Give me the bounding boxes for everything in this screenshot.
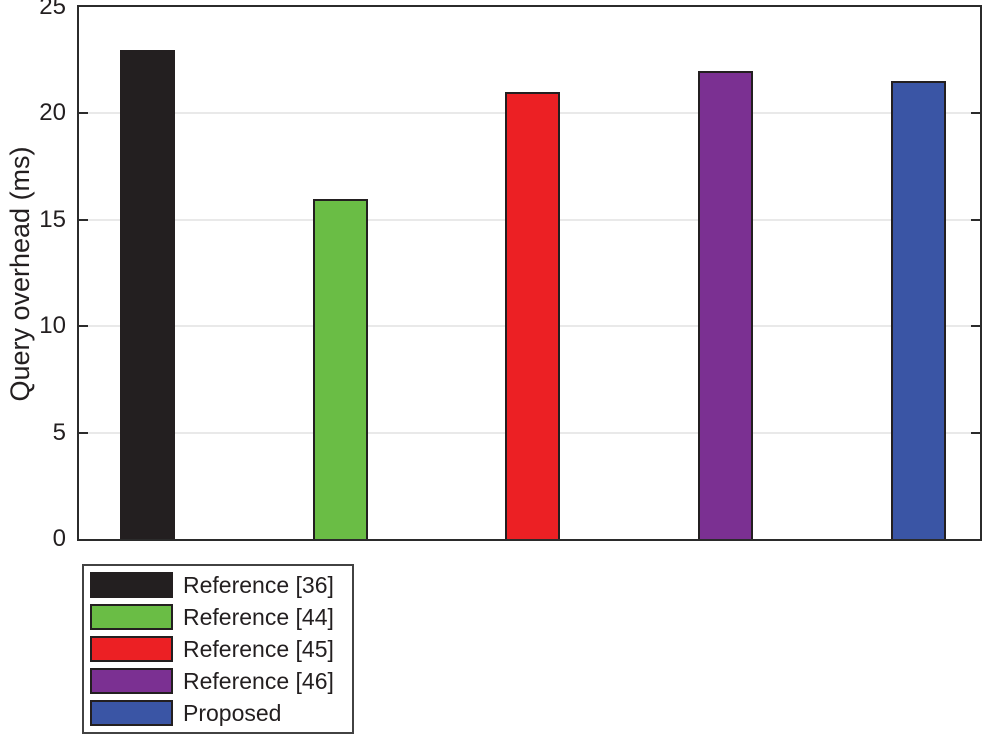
legend-swatch bbox=[90, 604, 173, 630]
right-axis-tick-15 bbox=[971, 218, 980, 221]
left-axis-tick-5 bbox=[79, 431, 88, 434]
legend-item: Reference [46] bbox=[90, 667, 346, 695]
bar-reference-44 bbox=[312, 199, 368, 539]
legend: Reference [36] Reference [44] Reference [4… bbox=[82, 564, 354, 734]
y-tick-label-0: 0 bbox=[52, 525, 66, 552]
bar-reference-36 bbox=[120, 50, 176, 539]
y-tick-label-5: 5 bbox=[52, 418, 66, 446]
legend-item: Reference [45] bbox=[90, 635, 346, 663]
y-tick-label-15: 15 bbox=[39, 205, 66, 233]
bar-proposed bbox=[890, 81, 946, 539]
legend-swatch bbox=[90, 700, 173, 726]
right-axis-tick-10 bbox=[971, 325, 980, 328]
y-tick-label-10: 10 bbox=[39, 312, 66, 340]
legend-item: Proposed bbox=[90, 699, 346, 727]
bar-reference-46 bbox=[698, 71, 754, 539]
legend-swatch bbox=[90, 572, 173, 598]
y-tick-label-20: 20 bbox=[39, 99, 66, 127]
bar-reference-45 bbox=[505, 92, 561, 539]
right-axis-tick-20 bbox=[971, 112, 980, 115]
legend-label: Reference [36] bbox=[183, 571, 334, 598]
legend-item: Reference [36] bbox=[90, 571, 346, 599]
left-axis-tick-15 bbox=[79, 218, 88, 221]
legend-label: Proposed bbox=[183, 699, 282, 726]
y-axis-label: Query overhead (ms) bbox=[5, 146, 35, 402]
legend-swatch bbox=[90, 668, 173, 694]
right-axis-tick-5 bbox=[971, 431, 980, 434]
legend-label: Reference [46] bbox=[183, 667, 334, 694]
legend-label: Reference [45] bbox=[183, 635, 334, 662]
legend-item: Reference [44] bbox=[90, 603, 346, 631]
left-axis-tick-20 bbox=[79, 112, 88, 115]
legend-label: Reference [44] bbox=[183, 603, 334, 630]
plot-area bbox=[77, 5, 982, 541]
y-tick-label-25: 25 bbox=[39, 0, 66, 20]
left-axis-tick-10 bbox=[79, 325, 88, 328]
legend-swatch bbox=[90, 636, 173, 662]
